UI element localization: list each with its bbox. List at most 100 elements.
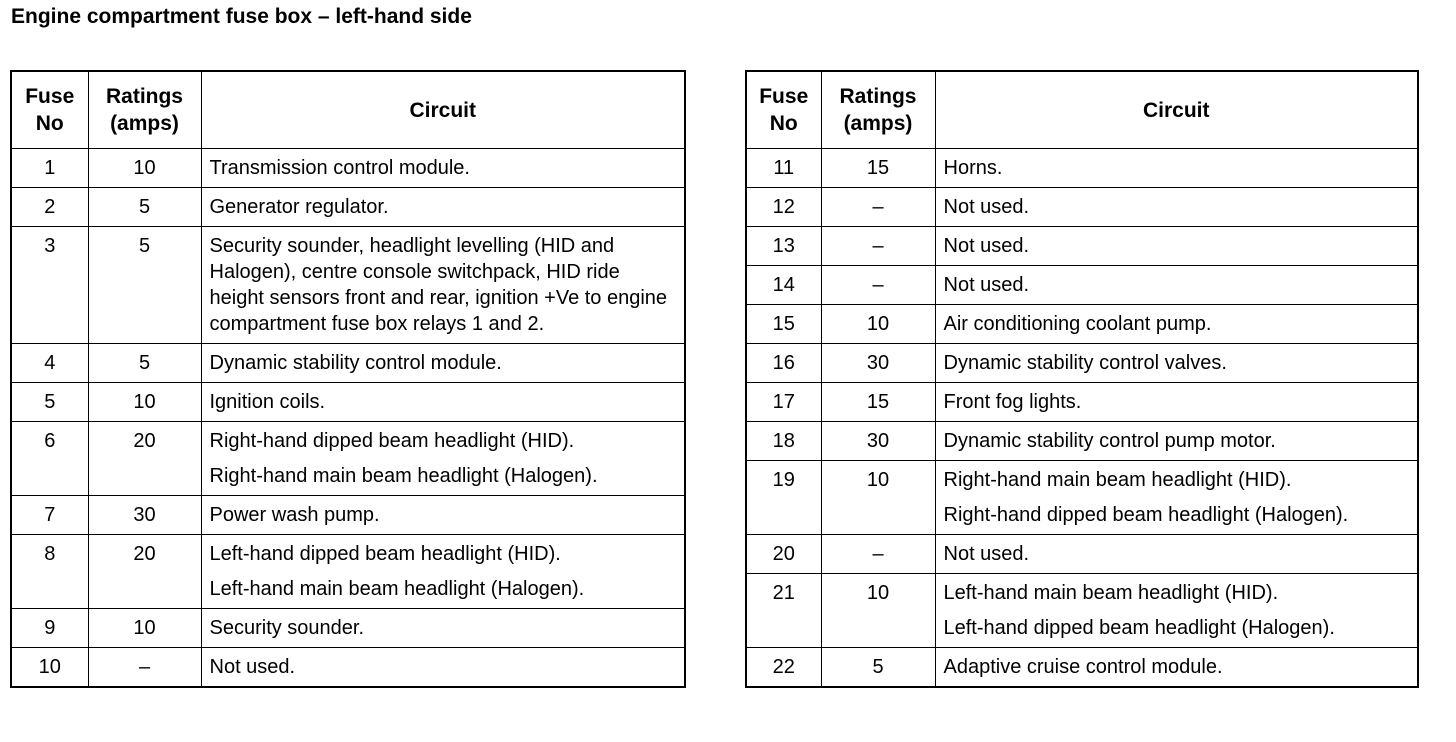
fuse-number: 18 <box>745 421 822 461</box>
circuit-text: Security sounder, headlight levelling (H… <box>209 235 668 335</box>
page-title: Engine compartment fuse box – left-hand … <box>11 5 472 28</box>
fuse-number: 13 <box>745 226 822 266</box>
fuse-circuit: Dynamic stability control module. <box>200 343 686 383</box>
fuse-circuit: Dynamic stability control valves. <box>934 343 1419 383</box>
fuse-rating: 20 <box>87 534 202 609</box>
table-row: 6 20 Right-hand dipped beam headlight (HID… <box>10 421 686 496</box>
fuse-rating: 10 <box>87 382 202 422</box>
table-row: 5 10 Ignition coils. <box>10 382 686 422</box>
fuse-rating: 30 <box>820 343 936 383</box>
fuse-rating: 10 <box>820 573 936 648</box>
circuit-text: Right-hand dipped beam headlight (HID). <box>209 430 575 452</box>
circuit-text: Not used. <box>943 196 1030 218</box>
table-row: 2 5 Generator regulator. <box>10 187 686 227</box>
fuse-circuit: Horns. <box>934 148 1419 188</box>
fuse-number: 4 <box>10 343 89 383</box>
table-row: 18 30 Dynamic stability control pump motor… <box>745 421 1419 461</box>
fuse-rating: 20 <box>87 421 202 496</box>
table-row: 20– Not used. <box>745 534 1419 574</box>
circuit-text: Adaptive cruise control module. <box>943 656 1223 678</box>
fuse-number: 8 <box>10 534 89 609</box>
circuit-text: Air conditioning coolant pump. <box>943 313 1212 335</box>
fuse-rating: 10 <box>87 148 202 188</box>
circuit-text: Dynamic stability control valves. <box>943 352 1227 374</box>
table-row: 9 10 Security sounder. <box>10 608 686 648</box>
table-row: 3 5 Security sounder, headlight levelling … <box>10 226 686 344</box>
fuse-circuit: Transmission control module. <box>200 148 686 188</box>
circuit-text: Dynamic stability control pump motor. <box>943 430 1276 452</box>
circuit-text: Left-hand main beam headlight (Halogen). <box>209 578 585 600</box>
header-circuit: Circuit <box>934 70 1419 149</box>
table-header: Fuse No Ratings (amps) Circuit <box>10 70 686 149</box>
header-fuse-no: Fuse No <box>745 70 822 149</box>
fuse-rating: 15 <box>820 148 936 188</box>
table-row: 16 30 Dynamic stability control valves. <box>745 343 1419 383</box>
fuse-number: 16 <box>745 343 822 383</box>
fuse-number: 1 <box>10 148 89 188</box>
fuse-rating: 10 <box>820 460 936 535</box>
fuse-circuit: Not used. <box>934 534 1419 574</box>
circuit-text: Not used. <box>209 656 296 678</box>
table-row: 13– Not used. <box>745 226 1419 266</box>
fuse-rating: – <box>87 647 202 688</box>
fuse-rating: – <box>820 265 936 305</box>
fuse-rating: 5 <box>87 187 202 227</box>
fuse-circuit: Front fog lights. <box>934 382 1419 422</box>
table-row: 7 30 Power wash pump. <box>10 495 686 535</box>
fuse-circuit: Generator regulator. <box>200 187 686 227</box>
fuse-number: 12 <box>745 187 822 227</box>
header-fuse-no: Fuse No <box>10 70 89 149</box>
circuit-text: Ignition coils. <box>209 391 326 413</box>
table-row: 11 15 Horns. <box>745 148 1419 188</box>
table-row: 14– Not used. <box>745 265 1419 305</box>
fuse-circuit: Left-hand main beam headlight (HID). Left… <box>934 573 1419 648</box>
header-circuit: Circuit <box>200 70 686 149</box>
table-row: 10– Not used. <box>10 647 686 688</box>
table-row: 4 5 Dynamic stability control module. <box>10 343 686 383</box>
fuse-circuit: Power wash pump. <box>200 495 686 535</box>
fuse-circuit: Left-hand dipped beam headlight (HID). Le… <box>200 534 686 609</box>
fuse-number: 11 <box>745 148 822 188</box>
header-ratings: Ratings (amps) <box>87 70 202 149</box>
fuse-table-left: Fuse No Ratings (amps) Circuit 1 10 Transm… <box>10 70 686 688</box>
fuse-circuit: Right-hand dipped beam headlight (HID). R… <box>200 421 686 496</box>
fuse-circuit: Adaptive cruise control module. <box>934 647 1419 688</box>
fuse-rating: 10 <box>820 304 936 344</box>
fuse-circuit: Not used. <box>934 265 1419 305</box>
circuit-text: Front fog lights. <box>943 391 1082 413</box>
table-row: 19 10 Right-hand main beam headlight (HID)… <box>745 460 1419 535</box>
circuit-text: Not used. <box>943 543 1030 565</box>
circuit-text: Security sounder. <box>209 617 365 639</box>
fuse-rating: – <box>820 187 936 227</box>
table-header: Fuse No Ratings (amps) Circuit <box>745 70 1419 149</box>
circuit-text: Transmission control module. <box>209 157 470 179</box>
fuse-rating: 30 <box>820 421 936 461</box>
fuse-circuit: Right-hand main beam headlight (HID). Rig… <box>934 460 1419 535</box>
fuse-number: 6 <box>10 421 89 496</box>
circuit-text: Generator regulator. <box>209 196 389 218</box>
circuit-text: Not used. <box>943 235 1030 257</box>
circuit-text: Left-hand main beam headlight (HID). <box>943 582 1279 604</box>
fuse-circuit: Ignition coils. <box>200 382 686 422</box>
fuse-number: 3 <box>10 226 89 344</box>
fuse-number: 14 <box>745 265 822 305</box>
fuse-number: 7 <box>10 495 89 535</box>
circuit-text: Left-hand dipped beam headlight (Halogen… <box>943 617 1335 639</box>
fuse-circuit: Air conditioning coolant pump. <box>934 304 1419 344</box>
fuse-number: 9 <box>10 608 89 648</box>
fuse-rating: – <box>820 226 936 266</box>
circuit-text: Left-hand dipped beam headlight (HID). <box>209 543 561 565</box>
table-row: 21 10 Left-hand main beam headlight (HID).… <box>745 573 1419 648</box>
circuit-text: Dynamic stability control module. <box>209 352 502 374</box>
fuse-rating: 5 <box>87 343 202 383</box>
fuse-rating: 30 <box>87 495 202 535</box>
fuse-rating: 5 <box>820 647 936 688</box>
fuse-circuit: Dynamic stability control pump motor. <box>934 421 1419 461</box>
fuse-number: 19 <box>745 460 822 535</box>
fuse-circuit: Security sounder, headlight levelling (H… <box>200 226 686 344</box>
fuse-rating: 5 <box>87 226 202 344</box>
table-row: 8 20 Left-hand dipped beam headlight (HID)… <box>10 534 686 609</box>
table-row: 17 15 Front fog lights. <box>745 382 1419 422</box>
table-row: 1 10 Transmission control module. <box>10 148 686 188</box>
table-row: 12– Not used. <box>745 187 1419 227</box>
